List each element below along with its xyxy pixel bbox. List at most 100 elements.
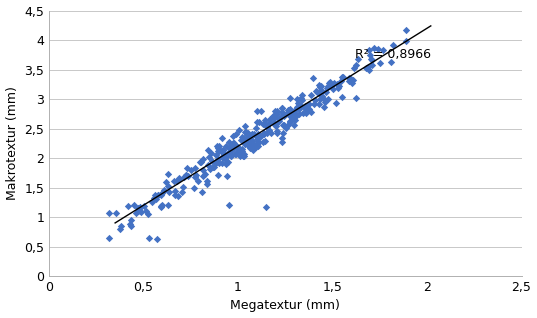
Point <box>134 209 142 214</box>
Point <box>229 140 237 145</box>
Point <box>315 82 323 87</box>
Point <box>328 86 337 91</box>
Point <box>238 149 246 154</box>
Point <box>213 143 221 148</box>
Point <box>289 110 298 115</box>
Point <box>296 104 304 109</box>
Point <box>314 101 323 106</box>
Point <box>228 142 237 147</box>
Point <box>270 113 278 118</box>
Point <box>326 79 335 84</box>
Point <box>238 153 247 158</box>
Point <box>243 133 251 138</box>
Point <box>158 190 166 196</box>
Point <box>205 154 213 159</box>
Point <box>338 74 347 80</box>
Point <box>306 109 315 114</box>
Point <box>271 122 279 128</box>
Point <box>285 107 294 112</box>
Point <box>322 86 331 91</box>
Point <box>266 130 275 135</box>
Point <box>187 168 195 173</box>
Point <box>352 62 360 67</box>
Point <box>323 96 332 101</box>
Point <box>295 111 303 116</box>
Point <box>277 106 286 111</box>
Point <box>279 131 287 136</box>
Point <box>221 155 230 160</box>
Point <box>288 115 296 120</box>
Point <box>291 118 300 123</box>
Point <box>331 101 340 106</box>
Point <box>197 159 205 164</box>
Point <box>177 190 186 195</box>
Point <box>236 153 244 158</box>
Point <box>278 106 286 111</box>
Point <box>180 175 188 180</box>
Point <box>150 195 158 200</box>
Point <box>368 58 376 63</box>
Point <box>305 101 314 107</box>
Point <box>268 114 277 119</box>
Point <box>321 99 329 104</box>
Point <box>362 66 371 71</box>
Point <box>198 189 207 194</box>
Point <box>315 91 323 96</box>
Point <box>262 204 271 210</box>
Point <box>257 109 265 114</box>
Point <box>274 116 283 121</box>
Point <box>271 122 280 127</box>
Point <box>328 83 337 88</box>
Point <box>366 52 375 57</box>
Point <box>349 78 358 83</box>
Point <box>241 137 250 142</box>
Point <box>301 111 310 116</box>
Point <box>164 183 173 189</box>
Point <box>234 146 243 151</box>
Point <box>221 157 229 162</box>
Point <box>105 210 114 215</box>
Point <box>292 106 300 111</box>
Point <box>248 139 257 144</box>
Point <box>182 172 190 177</box>
Point <box>248 131 256 136</box>
Point <box>252 134 260 139</box>
Point <box>271 114 279 119</box>
Point <box>293 96 301 101</box>
Point <box>316 89 325 94</box>
X-axis label: Megatextur (mm): Megatextur (mm) <box>230 300 340 313</box>
Point <box>148 199 156 204</box>
Point <box>164 203 172 208</box>
Point <box>320 96 329 101</box>
Point <box>141 209 150 214</box>
Point <box>246 138 255 143</box>
Point <box>252 144 260 149</box>
Point <box>204 162 212 167</box>
Point <box>178 184 187 189</box>
Point <box>345 79 353 84</box>
Point <box>124 204 132 209</box>
Point <box>254 138 263 143</box>
Point <box>132 211 140 216</box>
Point <box>284 108 292 113</box>
Point <box>255 120 263 125</box>
Point <box>285 120 294 125</box>
Point <box>170 189 179 194</box>
Point <box>289 110 297 115</box>
Point <box>218 135 227 141</box>
Point <box>240 136 249 142</box>
Point <box>173 193 182 198</box>
Point <box>135 208 144 213</box>
Point <box>286 96 294 101</box>
Point <box>272 128 281 133</box>
Point <box>304 106 313 111</box>
Point <box>374 47 383 52</box>
Point <box>215 144 223 149</box>
Point <box>317 93 326 99</box>
Point <box>245 146 254 151</box>
Point <box>324 83 333 88</box>
Point <box>234 149 242 154</box>
Point <box>194 178 202 183</box>
Point <box>215 149 223 154</box>
Point <box>246 144 255 149</box>
